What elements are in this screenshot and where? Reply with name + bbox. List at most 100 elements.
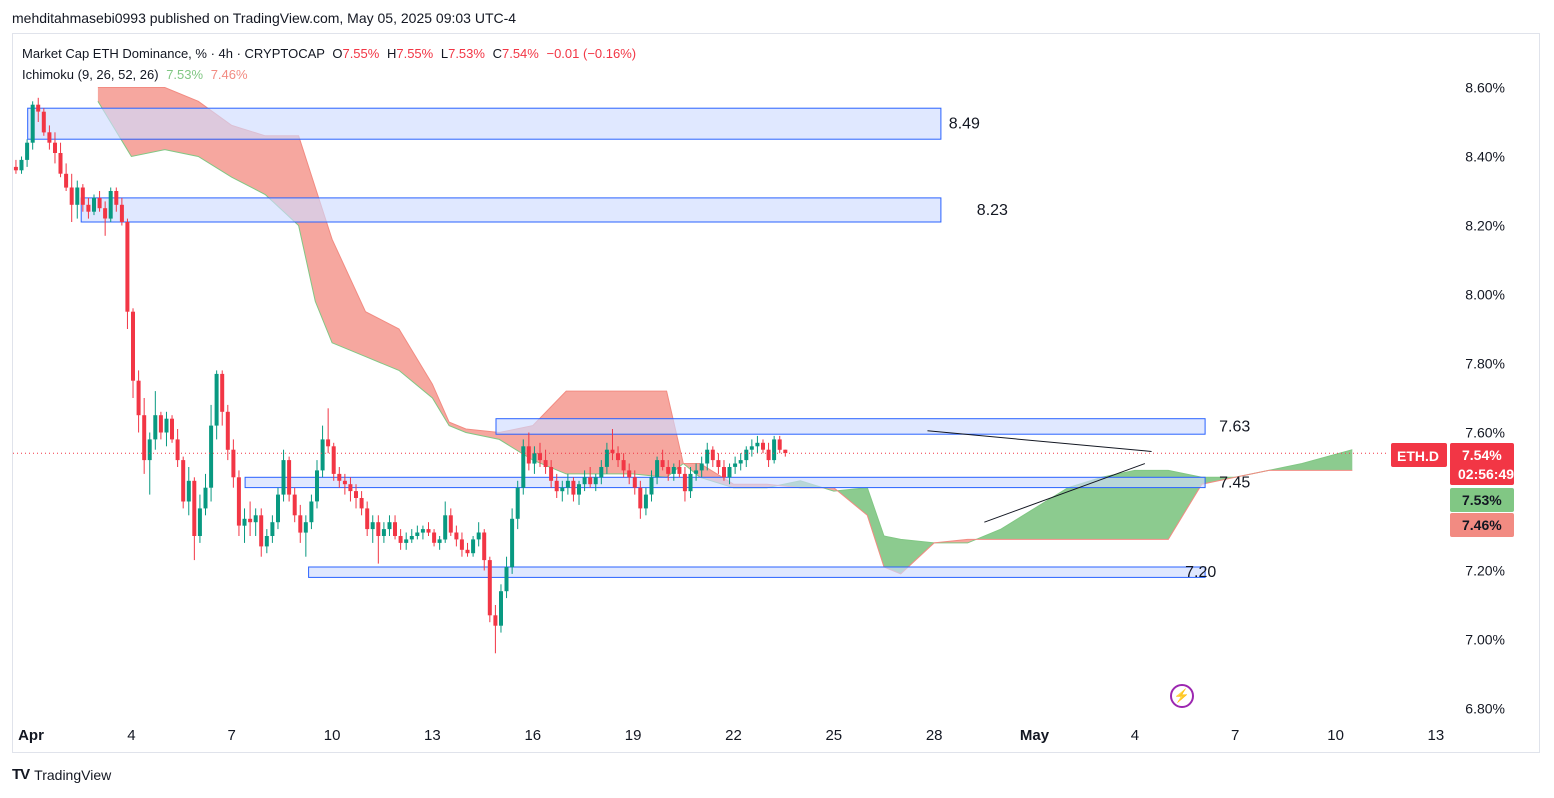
legend-open-label: O bbox=[332, 46, 343, 61]
candle-body bbox=[58, 153, 63, 174]
candle-body bbox=[777, 439, 782, 450]
candle-body bbox=[287, 460, 292, 495]
y-tick-label: 8.20% bbox=[1465, 218, 1505, 234]
candle bbox=[69, 173, 74, 222]
candle bbox=[287, 456, 292, 502]
y-tick-label: 8.40% bbox=[1465, 149, 1505, 165]
candle-body bbox=[571, 480, 576, 495]
candle bbox=[538, 442, 542, 467]
candle bbox=[197, 494, 202, 543]
y-tick-label: 7.00% bbox=[1465, 632, 1505, 648]
footer-brand[interactable]: TV TradingView bbox=[12, 766, 111, 783]
candle-body bbox=[331, 446, 336, 474]
candle bbox=[699, 456, 704, 478]
support-resistance-zones: 8.49 8.23 7.63 7.45 7.20 bbox=[27, 107, 1250, 581]
candle bbox=[103, 201, 108, 236]
candle-body bbox=[493, 615, 498, 626]
span-b-line bbox=[97, 87, 1353, 575]
candle-body bbox=[733, 463, 738, 467]
candle-body bbox=[348, 484, 353, 492]
y-tick-label: 6.80% bbox=[1465, 701, 1505, 717]
candle bbox=[236, 470, 241, 536]
candle bbox=[108, 187, 113, 222]
candle-body bbox=[197, 508, 202, 536]
candle-body bbox=[119, 204, 124, 222]
candle-body bbox=[315, 470, 319, 502]
candle-body bbox=[783, 449, 788, 454]
legend-indicator: Ichimoku (9, 26, 52, 26) bbox=[22, 67, 159, 82]
candle-body bbox=[259, 515, 264, 547]
candle-body bbox=[203, 487, 208, 509]
candle-body bbox=[36, 104, 41, 112]
candle bbox=[331, 442, 336, 481]
candle-body bbox=[209, 425, 214, 488]
legend-indicator-row[interactable]: Ichimoku (9, 26, 52, 26) 7.53% 7.46% bbox=[22, 67, 248, 82]
y-tick-label: 7.80% bbox=[1465, 356, 1505, 372]
candle bbox=[755, 435, 760, 454]
candle-body bbox=[298, 515, 303, 533]
candle-body bbox=[242, 518, 247, 526]
candle bbox=[499, 584, 503, 633]
candle bbox=[92, 194, 96, 216]
candle bbox=[220, 370, 225, 426]
candle bbox=[53, 132, 57, 164]
chart-frame[interactable] bbox=[12, 33, 1540, 753]
candle bbox=[303, 515, 308, 557]
legend-span-b: 7.46% bbox=[210, 67, 248, 82]
candle-body bbox=[365, 508, 370, 530]
x-tick-label: 16 bbox=[524, 727, 541, 744]
candle bbox=[181, 456, 186, 509]
candle bbox=[532, 446, 537, 474]
legend-symbol-row[interactable]: Market Cap ETH Dominance, % · 4h · CRYPT… bbox=[22, 46, 636, 61]
candle-body bbox=[125, 222, 130, 312]
legend-span-a: 7.53% bbox=[166, 67, 204, 82]
candle bbox=[370, 515, 375, 543]
zone-7-20 bbox=[308, 566, 1206, 578]
candle bbox=[64, 163, 69, 191]
candle-body bbox=[97, 197, 102, 209]
candle bbox=[214, 370, 219, 440]
candle-body bbox=[710, 449, 715, 461]
candle-body bbox=[231, 449, 236, 478]
candle-body bbox=[621, 460, 626, 471]
candle-body bbox=[92, 197, 96, 212]
candle bbox=[465, 542, 470, 557]
candle bbox=[694, 463, 699, 481]
x-tick-label: 19 bbox=[625, 727, 642, 744]
candle-body bbox=[264, 536, 269, 547]
candle-body bbox=[610, 449, 615, 454]
candle bbox=[264, 529, 269, 554]
candle-body bbox=[192, 480, 197, 536]
candle bbox=[716, 453, 721, 474]
candle-body bbox=[487, 560, 492, 616]
candle-body bbox=[532, 453, 537, 464]
candle bbox=[649, 470, 654, 502]
candle bbox=[242, 508, 247, 543]
x-tick-label: 10 bbox=[324, 727, 341, 744]
candle-body bbox=[588, 477, 593, 485]
candle bbox=[777, 435, 782, 454]
legend-low: 7.53% bbox=[448, 46, 485, 61]
candle bbox=[487, 556, 492, 623]
lightning-icon[interactable]: ⚡ bbox=[1170, 684, 1194, 708]
candle bbox=[415, 525, 420, 540]
candle-body bbox=[638, 487, 643, 509]
candle bbox=[459, 532, 464, 557]
candle-body bbox=[276, 494, 280, 523]
legend-close-label: C bbox=[492, 46, 502, 61]
candle bbox=[543, 449, 548, 474]
zone-7-45 bbox=[244, 476, 1206, 489]
candle bbox=[259, 508, 264, 557]
candle-body bbox=[175, 439, 180, 461]
candle bbox=[761, 439, 765, 454]
candle bbox=[437, 536, 442, 550]
candle-body bbox=[64, 173, 69, 188]
candle bbox=[627, 463, 632, 485]
candle-body bbox=[426, 529, 431, 533]
candle bbox=[454, 525, 459, 547]
candle bbox=[41, 108, 46, 136]
candle bbox=[632, 470, 637, 495]
candle-body bbox=[292, 494, 297, 516]
candle bbox=[225, 404, 230, 461]
